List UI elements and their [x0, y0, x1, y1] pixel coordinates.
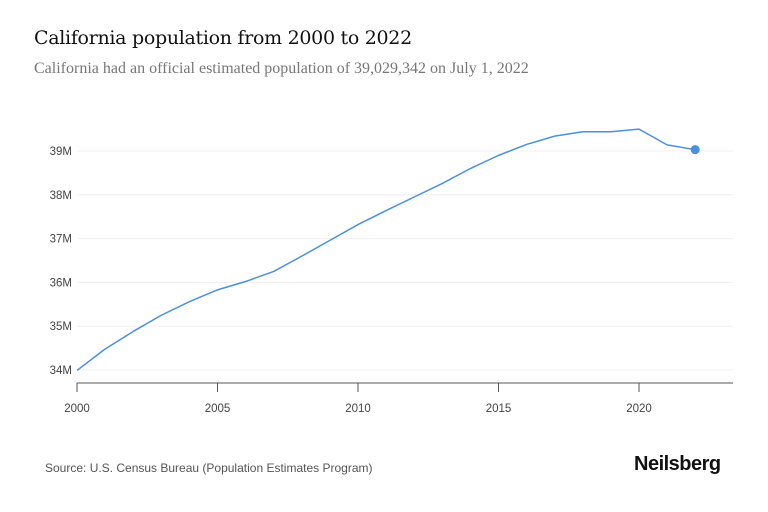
last-data-point — [690, 145, 700, 155]
x-tick-label: 2000 — [64, 403, 90, 415]
y-tick-label: 36M — [50, 277, 72, 289]
source-note: Source: U.S. Census Bureau (Population E… — [45, 461, 373, 475]
x-tick-label: 2005 — [205, 403, 231, 415]
y-tick-label: 34M — [50, 365, 72, 377]
y-tick-label: 39M — [50, 146, 72, 158]
chart-title: California population from 2000 to 2022 — [34, 27, 412, 49]
y-tick-label: 37M — [50, 234, 72, 246]
chart-subtitle: California had an official estimated pop… — [34, 60, 529, 77]
x-tick-label: 2015 — [486, 403, 512, 415]
x-tick-label: 2010 — [345, 403, 371, 415]
y-tick-label: 35M — [50, 321, 72, 333]
x-tick-label: 2020 — [626, 403, 652, 415]
neilsberg-logo: Neilsberg — [634, 453, 721, 475]
population-line — [76, 128, 696, 372]
y-tick-label: 38M — [50, 190, 72, 202]
